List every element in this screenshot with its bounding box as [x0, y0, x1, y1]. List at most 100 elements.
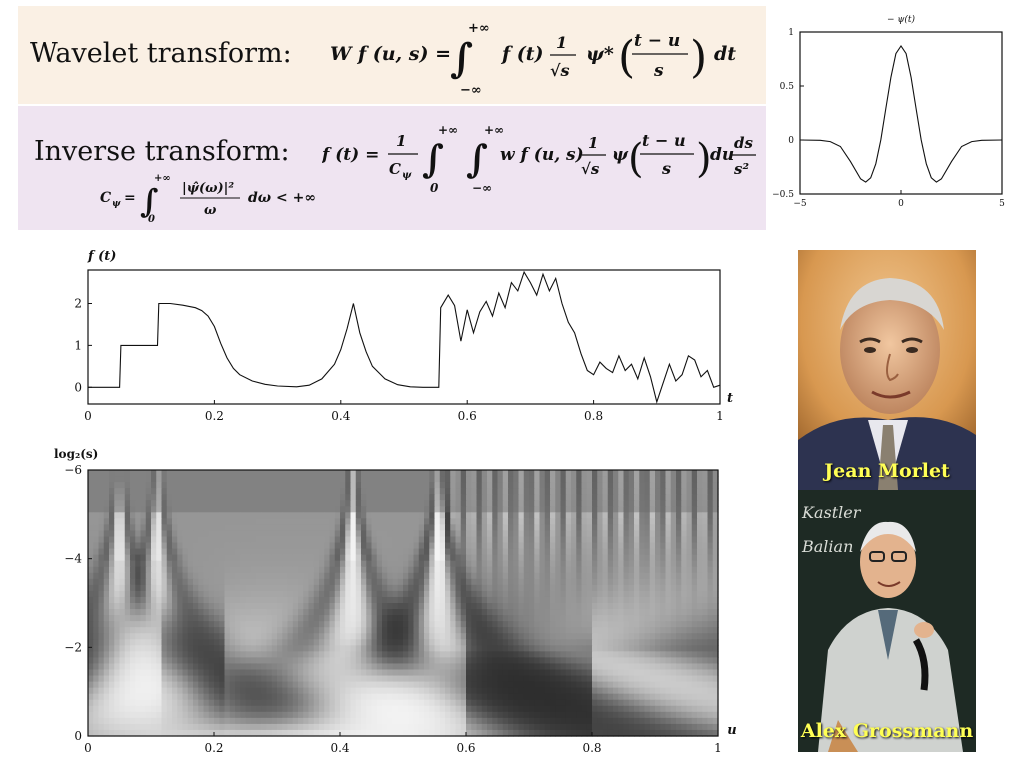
heatmap-cell — [707, 518, 714, 526]
heatmap-cell — [502, 657, 509, 665]
heatmap-cell — [187, 693, 194, 701]
heatmap-cell — [691, 560, 698, 568]
heatmap-cell — [203, 524, 210, 532]
heatmap-cell — [518, 687, 525, 695]
heatmap-cell — [235, 681, 241, 689]
heatmap-cell — [229, 470, 236, 477]
heatmap-cell — [371, 693, 378, 701]
heatmap-cell — [145, 711, 152, 719]
heatmap-cell — [198, 494, 205, 501]
heatmap-cell — [424, 470, 430, 477]
heatmap-cell — [644, 693, 651, 701]
heatmap-cell — [581, 578, 588, 586]
heatmap-cell — [702, 578, 709, 586]
heatmap-cell — [298, 693, 304, 701]
heatmap-cell — [350, 566, 357, 574]
heatmap-cell — [660, 633, 667, 640]
heatmap-cell — [660, 711, 667, 719]
heatmap-cell — [208, 639, 215, 646]
heatmap-cell — [607, 548, 614, 556]
heatmap-cell — [702, 524, 709, 532]
heatmap-cell — [508, 494, 514, 501]
heatmap-cell — [324, 681, 331, 689]
heatmap-cell — [670, 609, 677, 616]
heatmap-cell — [345, 518, 352, 526]
heatmap-cell — [392, 675, 399, 683]
heatmap-cell — [529, 530, 535, 538]
heatmap-cell — [292, 609, 299, 616]
heatmap-cell — [523, 470, 530, 477]
heatmap-cell — [387, 476, 394, 483]
heatmap-cell — [261, 554, 268, 562]
heatmap-cell — [513, 518, 520, 526]
heatmap-cell — [387, 621, 394, 628]
heatmap-cell — [109, 717, 115, 725]
heatmap-cell — [660, 560, 667, 568]
heatmap-cell — [544, 596, 551, 604]
heatmap-cell — [182, 717, 189, 725]
heatmap-cell — [466, 530, 472, 538]
heatmap-cell — [534, 651, 541, 659]
heatmap-cell — [539, 560, 546, 568]
heatmap-cell — [492, 566, 499, 574]
heatmap-cell — [697, 681, 703, 689]
heatmap-cell — [208, 590, 215, 598]
heatmap-cell — [550, 488, 556, 495]
heatmap-cell — [355, 548, 362, 556]
heatmap-cell — [250, 572, 257, 580]
heatmap-cell — [502, 603, 509, 610]
chart-title: − ψ(t) — [887, 14, 916, 25]
heatmap-cell — [366, 621, 373, 628]
heatmap-cell — [308, 506, 315, 513]
heatmap-cell — [235, 494, 241, 501]
heatmap-cell — [287, 506, 294, 513]
heatmap-cell — [644, 663, 651, 671]
heatmap-cell — [576, 627, 583, 634]
heatmap-cell — [613, 669, 619, 677]
heatmap-cell — [287, 609, 294, 616]
heatmap-cell — [329, 530, 336, 538]
heatmap-cell — [471, 578, 478, 586]
heatmap-cell — [655, 506, 661, 513]
heatmap-cell — [282, 657, 289, 665]
heatmap-cell — [571, 548, 577, 556]
heatmap-cell — [224, 669, 231, 677]
heatmap-cell — [550, 482, 556, 489]
heatmap-cell — [287, 687, 294, 695]
heatmap-cell — [161, 530, 168, 538]
heatmap-cell — [450, 524, 457, 532]
heatmap-cell — [130, 669, 136, 677]
heatmap-cell — [492, 470, 499, 477]
heatmap-cell — [229, 524, 236, 532]
heatmap-cell — [366, 675, 373, 683]
heatmap-cell — [366, 566, 373, 574]
heatmap-cell — [371, 705, 378, 713]
heatmap-cell — [712, 675, 719, 683]
heatmap-cell — [219, 590, 226, 598]
heatmap-cell — [450, 584, 457, 592]
heatmap-cell — [182, 615, 189, 622]
heatmap-cell — [707, 542, 714, 550]
heatmap-cell — [571, 482, 577, 489]
heatmap-cell — [266, 512, 273, 519]
heatmap-cell — [618, 705, 625, 713]
heatmap-cell — [655, 548, 661, 556]
heatmap-cell — [334, 488, 341, 495]
heatmap-cell — [513, 693, 520, 701]
heatmap-cell — [508, 566, 514, 574]
heatmap-cell — [177, 530, 184, 538]
heatmap-cell — [382, 663, 388, 671]
heatmap-cell — [345, 548, 352, 556]
heatmap-cell — [240, 590, 247, 598]
heatmap-cell — [224, 590, 231, 598]
heatmap-cell — [712, 663, 719, 671]
heatmap-cell — [697, 693, 703, 701]
heatmap-cell — [702, 693, 709, 701]
heatmap-cell — [691, 669, 698, 677]
heatmap-cell — [523, 711, 530, 719]
heatmap-cell — [403, 554, 409, 562]
heatmap-cell — [492, 651, 499, 659]
heatmap-cell — [639, 584, 646, 592]
heatmap-cell — [224, 578, 231, 586]
heatmap-cell — [329, 584, 336, 592]
